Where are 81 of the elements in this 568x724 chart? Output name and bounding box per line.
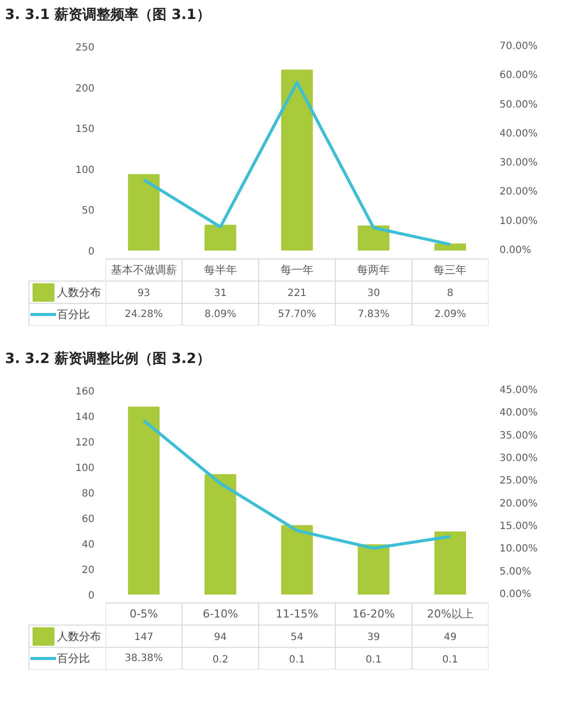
- x-tick-label: 20%以上: [426, 608, 474, 621]
- y-tick-label: 0: [88, 590, 95, 602]
- y2-tick-label: 10.00%: [500, 544, 538, 555]
- y2-tick-label: 40.00%: [500, 128, 538, 140]
- data-label: 38.38%: [124, 652, 163, 664]
- x-tick-label: 每一年: [280, 264, 314, 277]
- y2-tick-label: 30.00%: [500, 453, 538, 464]
- bar: [358, 226, 390, 250]
- data-label: 8.09%: [204, 308, 236, 320]
- data-label: 147: [134, 632, 154, 644]
- x-tick-label: 11-15%: [276, 608, 318, 621]
- chart-title: 3. 3.2 薪资调整比例（图 3.2）: [5, 350, 210, 369]
- y-tick-label: 120: [75, 438, 95, 448]
- bar: [281, 525, 313, 594]
- bar: [128, 174, 160, 250]
- data-label: 0.2: [212, 654, 228, 666]
- y-tick-label: 80: [82, 488, 95, 500]
- data-label: 8: [447, 288, 454, 300]
- y-tick-label: 0: [88, 246, 95, 258]
- y2-tick-label: 20.00%: [500, 186, 538, 198]
- y2-tick-label: 5.00%: [500, 566, 532, 578]
- y2-tick-label: 0.00%: [500, 589, 532, 600]
- x-tick-label: 每两年: [357, 264, 390, 277]
- data-label: 49: [444, 632, 457, 644]
- y-tick-label: 100: [75, 463, 95, 474]
- y-tick-label: 250: [75, 42, 95, 54]
- x-tick-label: 0-5%: [130, 608, 158, 621]
- data-label: 24.28%: [124, 308, 163, 320]
- x-tick-label: 每半年: [204, 264, 237, 277]
- y2-tick-label: 70.00%: [500, 41, 538, 52]
- y-tick-label: 200: [75, 83, 95, 94]
- y-tick-label: 100: [75, 164, 95, 176]
- y2-tick-label: 40.00%: [500, 408, 538, 419]
- data-label: 221: [287, 288, 307, 300]
- chart-title: 3. 3.1 薪资调整频率（图 3.1）: [5, 6, 210, 25]
- line-series: [142, 80, 452, 246]
- bar: [281, 70, 313, 250]
- bar: [434, 243, 466, 250]
- legend-label: 人数分布: [57, 628, 101, 644]
- data-label: 30: [367, 288, 380, 300]
- y2-tick-label: 10.00%: [500, 216, 538, 227]
- data-label: 54: [290, 632, 304, 644]
- x-tick-label: 基本不做调薪: [110, 264, 177, 277]
- legend-label: 百分比: [57, 306, 90, 322]
- y2-tick-label: 15.00%: [500, 521, 538, 532]
- data-label: 0.1: [442, 654, 458, 666]
- data-label: 7.83%: [358, 308, 390, 320]
- y-tick-label: 60: [82, 514, 95, 525]
- legend-label: 人数分布: [57, 284, 101, 300]
- line-series: [142, 419, 452, 550]
- bar: [128, 406, 160, 594]
- bar: [434, 532, 466, 594]
- y-tick-label: 50: [82, 206, 95, 217]
- y2-tick-label: 60.00%: [500, 70, 538, 82]
- y2-tick-label: 30.00%: [500, 158, 538, 169]
- y2-tick-label: 45.00%: [500, 385, 538, 396]
- y2-tick-label: 35.00%: [500, 430, 538, 442]
- data-label: 57.70%: [278, 308, 316, 320]
- data-label: 93: [137, 288, 150, 300]
- bar: [204, 474, 236, 594]
- data-label: 0.1: [289, 654, 305, 666]
- y-tick-label: 20: [82, 565, 95, 576]
- bar: [358, 544, 390, 594]
- y-tick-label: 40: [82, 540, 95, 550]
- data-label: 31: [214, 288, 227, 300]
- y-tick-label: 140: [75, 412, 95, 423]
- y2-tick-label: 20.00%: [500, 498, 538, 510]
- x-tick-label: 每三年: [434, 264, 467, 277]
- legend-label: 百分比: [57, 650, 90, 666]
- y2-tick-label: 50.00%: [500, 99, 538, 110]
- y2-tick-label: 0.00%: [500, 245, 532, 256]
- bar: [204, 224, 236, 250]
- y-tick-label: 160: [75, 386, 95, 398]
- data-label: 0.1: [366, 654, 382, 666]
- data-label: 94: [214, 632, 227, 644]
- data-label: 39: [367, 632, 380, 644]
- x-tick-label: 6-10%: [202, 608, 238, 621]
- y2-tick-label: 25.00%: [500, 476, 538, 487]
- data-label: 2.09%: [434, 308, 466, 320]
- x-tick-label: 16-20%: [352, 608, 395, 621]
- y-tick-label: 150: [75, 124, 95, 136]
